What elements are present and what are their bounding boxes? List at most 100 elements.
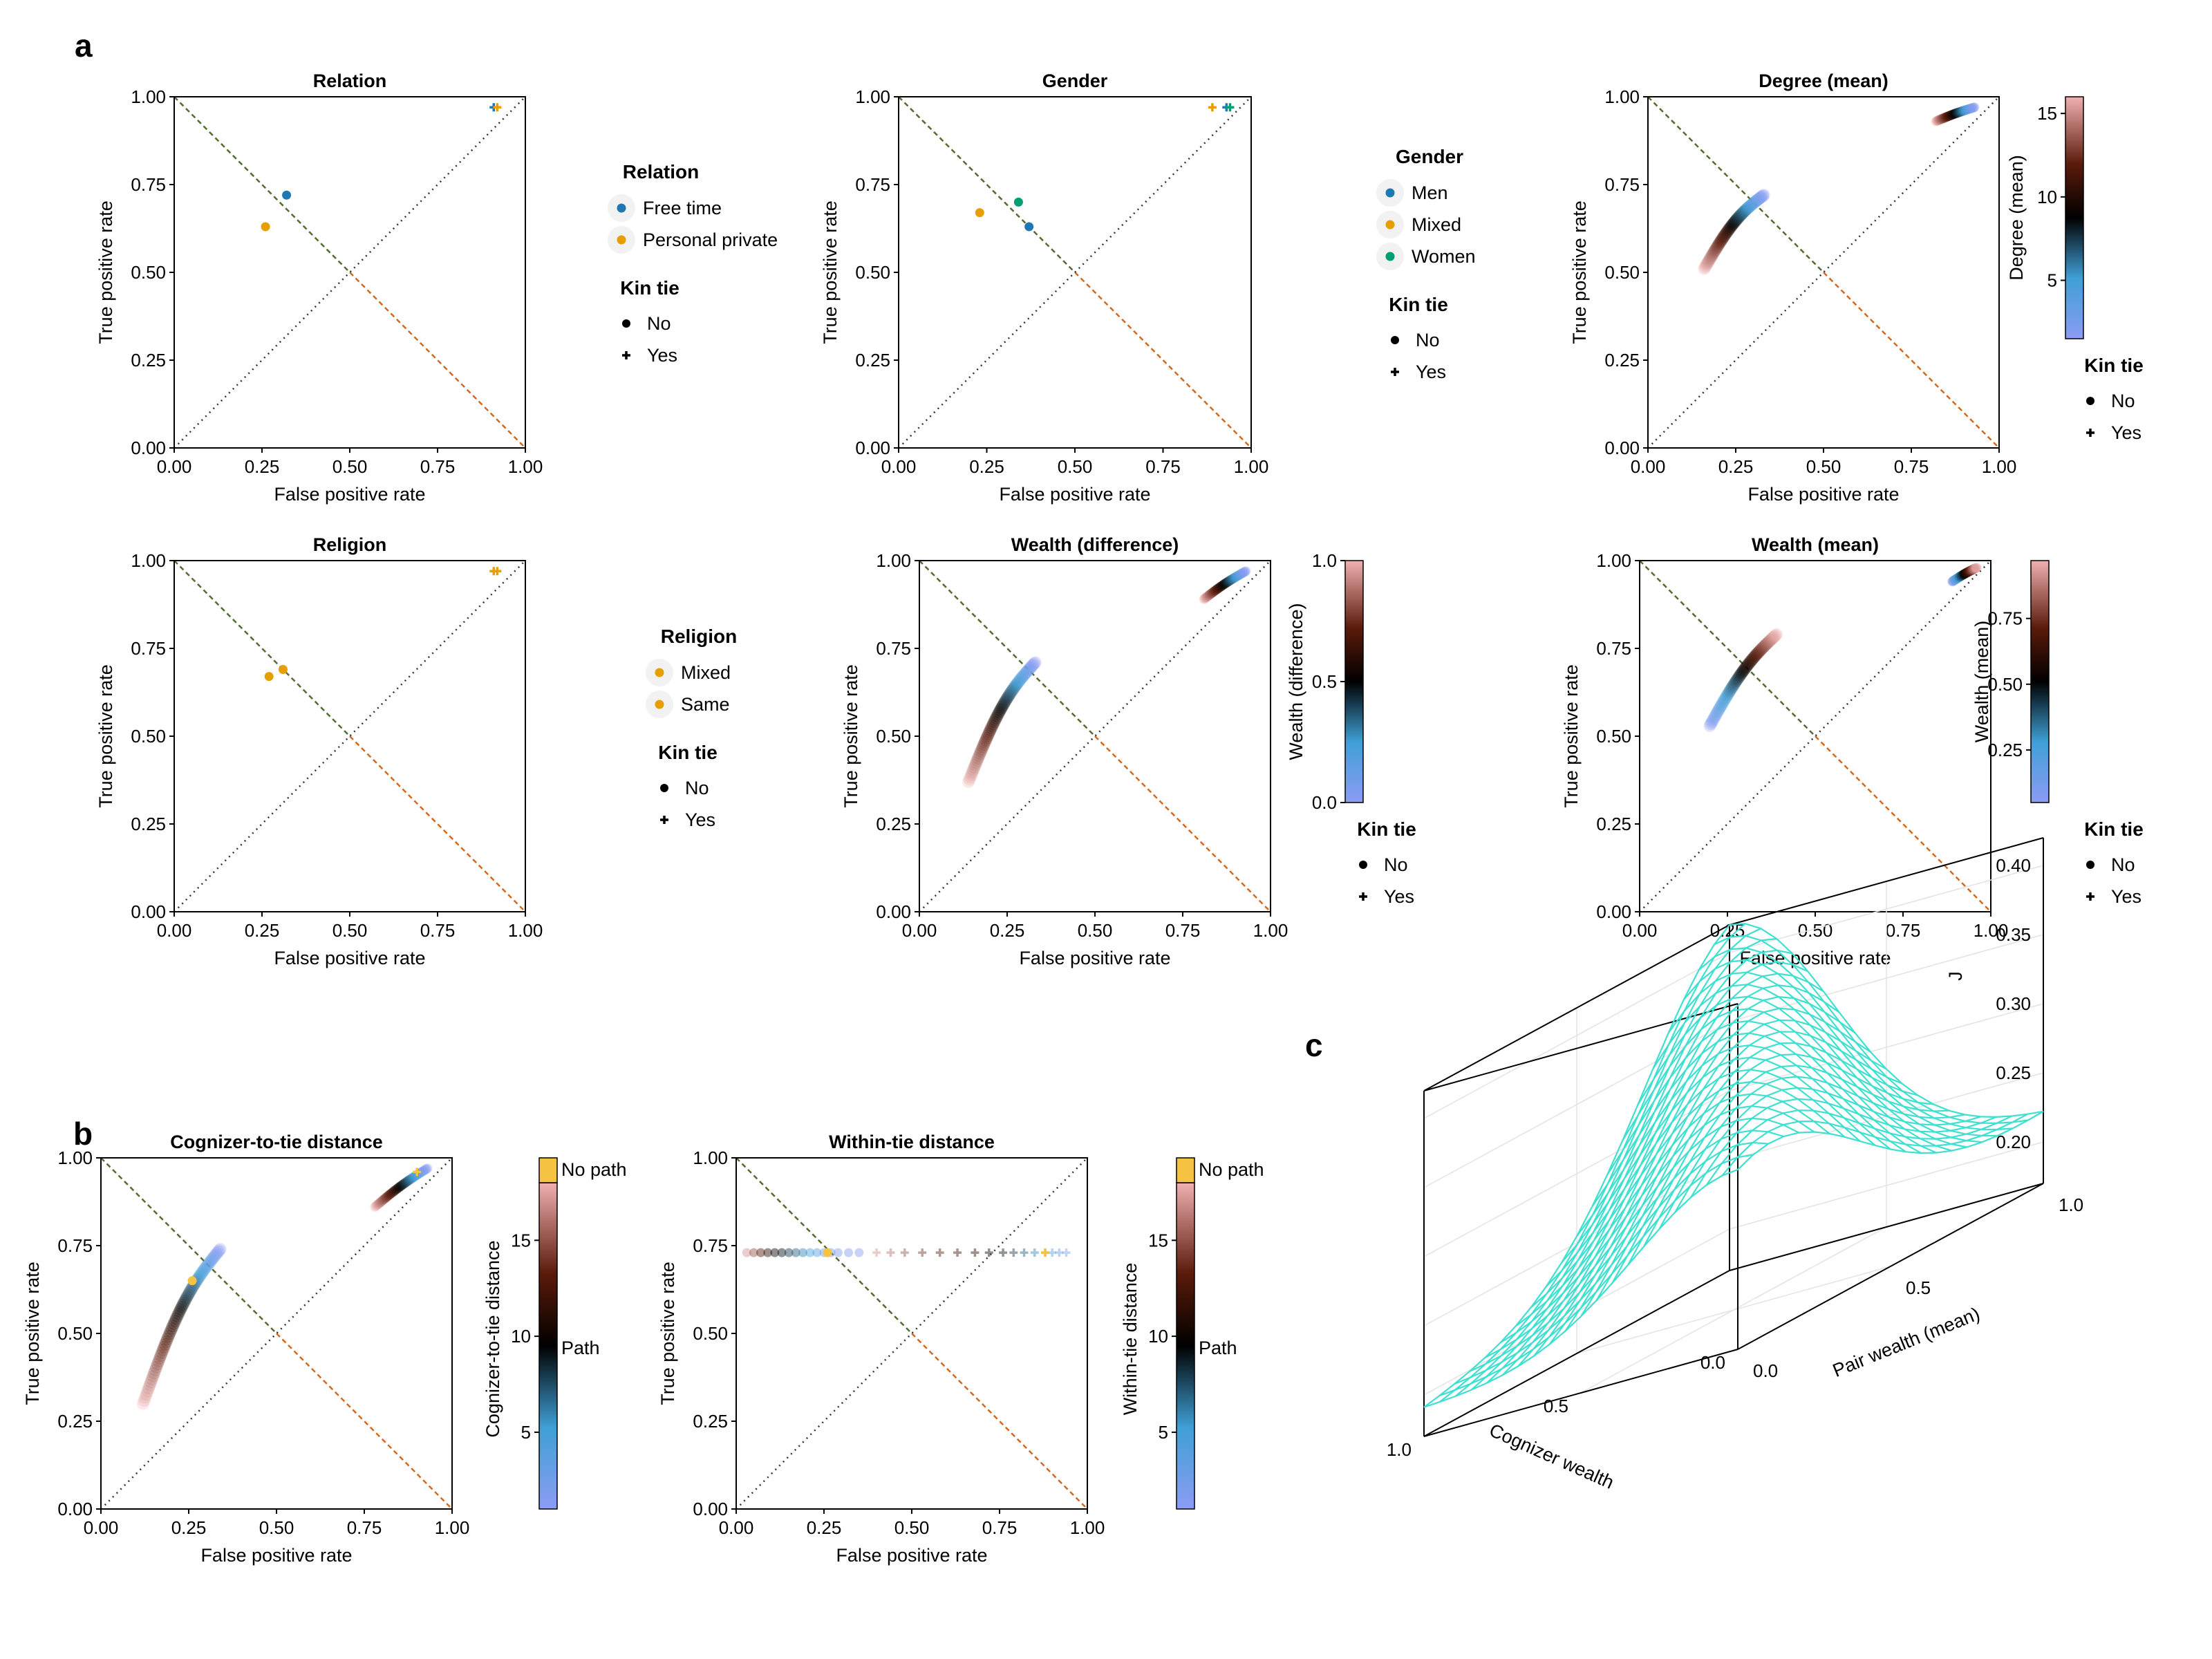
colorbar-label: Cognizer-to-tie distance: [482, 1240, 503, 1437]
curve-point: [1212, 583, 1223, 594]
curve-point: [1950, 574, 1960, 585]
curve-point: [1736, 207, 1749, 220]
curve-point: [1967, 565, 1977, 575]
curve-point: [1734, 668, 1747, 682]
legend-marker: [655, 700, 664, 709]
kin-legend-no-marker: [660, 784, 668, 792]
curve-point: [1208, 587, 1219, 597]
curve-point: [387, 1188, 397, 1198]
curve-point: [1732, 211, 1745, 224]
curve-point: [158, 1338, 171, 1351]
data-point: [1041, 1248, 1050, 1257]
colorbar-tick-label: 10: [2037, 187, 2057, 207]
curve-point: [153, 1352, 166, 1365]
legend-item-label: Personal private: [643, 229, 778, 250]
row-point: [918, 1248, 927, 1257]
colorbar-category-label: Path: [1199, 1338, 1237, 1358]
y-axis-label: True positive rate: [95, 200, 116, 344]
curve-point: [1728, 215, 1741, 228]
chart-title: Wealth (difference): [1011, 534, 1179, 555]
curve-point: [1766, 631, 1779, 644]
curve-point: [169, 1315, 182, 1328]
curve-point: [1222, 577, 1232, 588]
y-tick-label: 0.00: [131, 901, 166, 922]
x-tick-label: 1.00: [1982, 456, 2017, 477]
curve-point: [175, 1300, 188, 1313]
colorbar-gradient: [1344, 560, 1364, 803]
curve-point: [1738, 662, 1752, 675]
curve-point: [1962, 568, 1972, 578]
curve-point: [396, 1181, 406, 1191]
curve-point: [154, 1349, 167, 1362]
y-tick-label: 1.00: [693, 1147, 728, 1168]
y-axis-label: True positive rate: [1569, 200, 1590, 344]
row-point: [844, 1248, 854, 1257]
curve-point: [1963, 567, 1974, 577]
curve-point: [1940, 113, 1950, 123]
row-point: [805, 1248, 815, 1257]
box-edge: [1729, 1183, 2044, 1271]
curve-point: [381, 1192, 391, 1203]
curve-point: [1720, 227, 1733, 240]
curve-point: [1004, 686, 1017, 700]
chance-diagonal-upper: [1647, 96, 1824, 273]
curve-point: [1225, 575, 1235, 585]
curve-point: [1725, 218, 1738, 232]
curve-point: [1756, 190, 1769, 203]
surface-mesh-line: [1439, 923, 1746, 1403]
curve-point: [1945, 111, 1956, 121]
chart-title: Gender: [1042, 71, 1108, 91]
row-point: [1055, 1248, 1064, 1257]
curve-point: [390, 1185, 400, 1195]
curve-point: [185, 1282, 198, 1295]
x-tick-label: 0.50: [332, 456, 368, 477]
row-point: [1062, 1248, 1071, 1257]
curve-point: [973, 749, 986, 762]
data-point: [493, 103, 502, 112]
x3d-axis-label: Cognizer wealth: [1486, 1420, 1617, 1493]
kin-tie-legend: Kin tie No Yes: [1357, 818, 1416, 907]
legend-marker: [1385, 188, 1395, 198]
curve-point: [999, 694, 1012, 707]
curve-point: [1957, 570, 1967, 581]
curve-point: [384, 1190, 394, 1200]
curve-point: [1706, 714, 1719, 727]
chart-panel-8: 0.000.00 0.25 0.25 0.50 0.50 0.75 0.75 1.00 1.00…: [657, 1132, 1264, 1566]
curve-point: [973, 747, 986, 760]
x-tick-label: 0.75: [420, 456, 456, 477]
legend-item-label: Men: [1412, 182, 1448, 203]
curve-point: [1769, 628, 1782, 641]
curve-point: [1028, 657, 1041, 670]
curve-point: [1954, 107, 1965, 118]
curve-point: [202, 1257, 215, 1271]
curve-point: [391, 1185, 401, 1195]
kin-legend-no-marker: [2086, 397, 2094, 405]
curve-point: [1707, 246, 1720, 259]
curve-point: [1731, 673, 1744, 686]
curve-point: [167, 1320, 180, 1333]
curve-point: [151, 1358, 164, 1371]
colorbar-no-path-swatch: [1176, 1157, 1195, 1183]
curve-point: [388, 1187, 398, 1197]
curve-point: [174, 1303, 187, 1316]
surface-mesh-line: [1637, 995, 1952, 1152]
curve-point: [1725, 682, 1738, 695]
curve-point: [1199, 594, 1209, 604]
curve-point: [382, 1191, 393, 1201]
curve-point: [1965, 104, 1975, 114]
curve-point: [373, 1199, 383, 1210]
curve-point: [1759, 638, 1772, 651]
curve-point: [1947, 109, 1958, 120]
chance-diagonal-upper: [174, 96, 350, 273]
curve-point: [1008, 681, 1021, 694]
curve-point: [1960, 568, 1970, 579]
curve-point: [1727, 678, 1741, 691]
curve-point: [1005, 685, 1018, 698]
curve-point: [401, 1177, 411, 1187]
curve-point: [1746, 652, 1759, 665]
row-point: [900, 1248, 909, 1257]
curve-point: [1746, 197, 1759, 210]
curve-point: [968, 759, 982, 772]
curve-point: [1716, 697, 1729, 710]
curve-point: [1941, 112, 1951, 122]
